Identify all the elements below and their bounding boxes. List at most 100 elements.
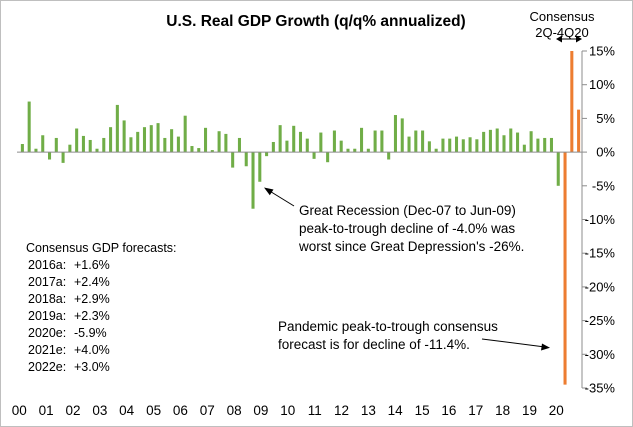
forecast-row: 2021e: +4.0% xyxy=(26,342,177,359)
history-bar xyxy=(271,141,275,153)
history-bar xyxy=(326,152,330,163)
consensus-bar xyxy=(563,152,567,385)
history-bar xyxy=(495,128,499,153)
y-tick-label: -35% xyxy=(585,381,616,396)
x-tick-label: 15 xyxy=(415,403,430,418)
x-tick-label: 01 xyxy=(39,403,54,418)
history-bar xyxy=(41,135,45,153)
great-recession-arrow xyxy=(267,189,295,207)
forecast-year: 2022e: xyxy=(28,360,67,374)
history-bar xyxy=(156,123,160,153)
y-tick-label: -25% xyxy=(585,313,616,328)
x-tick-label: 00 xyxy=(12,403,27,418)
history-bar xyxy=(204,127,208,153)
x-tick-label: 04 xyxy=(119,403,135,418)
history-bar xyxy=(298,131,303,153)
history-bar xyxy=(441,138,445,153)
history-bar xyxy=(20,144,24,153)
history-bar xyxy=(237,137,241,153)
history-bar xyxy=(27,101,31,153)
consensus-annotation: 2Q-4Q20 xyxy=(535,25,588,40)
history-bar xyxy=(34,148,38,153)
forecast-box: Consensus GDP forecasts: 2016a: +1.6% 2017… xyxy=(26,241,177,376)
forecast-value: +2.4% xyxy=(74,275,110,289)
history-bar xyxy=(407,136,411,153)
history-bar xyxy=(516,132,520,153)
x-tick-label: 18 xyxy=(495,403,510,418)
history-bar xyxy=(81,135,85,153)
history-bar xyxy=(68,144,72,153)
history-bar xyxy=(176,136,180,153)
history-bar xyxy=(448,138,452,153)
x-tick-label: 02 xyxy=(65,403,80,418)
history-bar xyxy=(482,131,486,153)
history-bar xyxy=(454,136,459,153)
x-tick-label: 14 xyxy=(388,403,404,418)
history-bar xyxy=(48,152,52,160)
x-tick-label: 19 xyxy=(522,403,537,418)
forecast-row: 2019a: +2.3% xyxy=(26,308,177,325)
y-tick-label: -5% xyxy=(592,178,616,193)
history-bar xyxy=(380,130,384,153)
consensus-bar xyxy=(570,51,574,153)
x-tick-label: 06 xyxy=(173,403,188,418)
history-bar xyxy=(75,128,79,153)
history-bar xyxy=(353,148,357,153)
history-bar xyxy=(102,137,106,153)
history-bar xyxy=(115,104,119,153)
forecast-year: 2017a: xyxy=(28,275,67,289)
history-bar xyxy=(136,131,140,153)
pandemic-annotation: Pandemic peak-to-trough consensus xyxy=(278,319,498,334)
history-bar xyxy=(393,115,397,153)
forecast-row: 2017a: +2.4% xyxy=(26,274,177,291)
y-tick-label: -15% xyxy=(585,246,616,261)
history-bar xyxy=(251,152,255,209)
history-bar xyxy=(95,148,99,153)
x-tick-label: 13 xyxy=(361,403,376,418)
consensus-annotation: Consensus xyxy=(529,9,595,24)
forecast-value: -5.9% xyxy=(74,326,107,340)
arrow-head xyxy=(264,187,274,196)
x-tick-label: 03 xyxy=(92,403,107,418)
history-bar xyxy=(373,130,377,153)
chart-title: U.S. Real GDP Growth (q/q% annualized) xyxy=(166,13,465,30)
forecast-year: 2019a: xyxy=(28,309,67,323)
y-tick-label: 5% xyxy=(596,111,615,126)
history-bar xyxy=(427,141,431,153)
forecast-value: +1.6% xyxy=(74,258,110,272)
history-bar xyxy=(278,125,282,153)
history-bar xyxy=(170,129,174,153)
forecast-row: 2022e: +3.0% xyxy=(26,359,177,376)
forecast-value: +3.0% xyxy=(74,360,110,374)
y-tick-label: -30% xyxy=(585,347,616,362)
history-bar xyxy=(183,115,187,153)
y-tick-label: 0% xyxy=(596,145,615,160)
history-bar xyxy=(400,118,404,153)
history-bar xyxy=(190,146,194,153)
arrow-head xyxy=(556,35,562,43)
forecast-header: Consensus GDP forecasts: xyxy=(26,241,177,255)
great-recession-annotation: peak-to-trough decline of -4.0% was xyxy=(299,221,515,236)
history-bar xyxy=(224,133,228,153)
x-tick-label: 09 xyxy=(253,403,268,418)
forecast-row: 2018a: +2.9% xyxy=(26,291,177,308)
history-bar xyxy=(163,137,167,153)
history-bar xyxy=(142,127,147,153)
history-bar xyxy=(258,152,262,182)
forecast-year: 2021e: xyxy=(28,343,67,357)
history-bar xyxy=(346,148,350,153)
forecast-year: 2018a: xyxy=(28,292,67,306)
x-tick-label: 05 xyxy=(146,403,161,418)
history-bar xyxy=(414,130,418,153)
history-bar xyxy=(529,131,533,153)
history-bar xyxy=(536,138,540,153)
pandemic-arrow xyxy=(481,338,546,348)
x-tick-label: 17 xyxy=(468,403,483,418)
history-bar xyxy=(468,137,472,153)
x-tick-label: 11 xyxy=(308,403,322,418)
history-bar xyxy=(312,152,316,159)
history-bar xyxy=(129,137,133,153)
history-bar xyxy=(549,137,553,153)
history-bar xyxy=(197,148,201,153)
y-tick-label: -20% xyxy=(585,279,616,294)
